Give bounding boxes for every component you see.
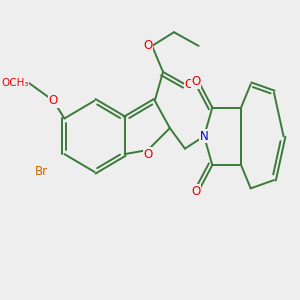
Text: Br: Br	[35, 165, 48, 178]
Text: N: N	[200, 130, 208, 143]
Text: O: O	[49, 94, 58, 107]
Text: O: O	[143, 39, 153, 52]
Text: O: O	[143, 148, 153, 160]
Text: OCH₃: OCH₃	[1, 78, 29, 88]
Text: O: O	[184, 78, 194, 91]
Text: O: O	[191, 75, 200, 88]
Text: O: O	[191, 184, 200, 198]
